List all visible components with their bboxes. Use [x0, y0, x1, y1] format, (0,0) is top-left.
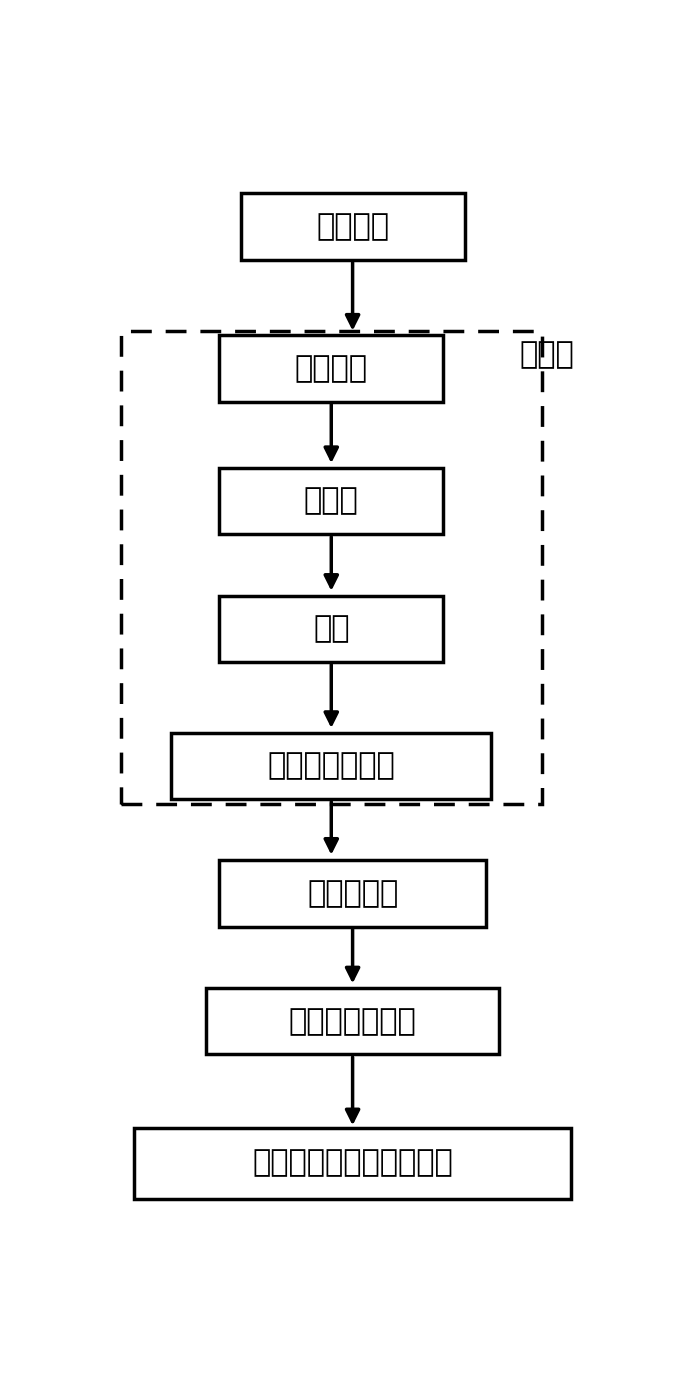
Text: 中值滤波: 中值滤波 — [294, 354, 368, 383]
Text: 二值化: 二值化 — [304, 487, 358, 516]
Text: 获得焊缝特征点图像坐标: 获得焊缝特征点图像坐标 — [252, 1149, 453, 1178]
Text: 直线拟合求交点: 直线拟合求交点 — [289, 1007, 416, 1036]
Bar — [171, 732, 491, 799]
Text: 预处理: 预处理 — [520, 340, 574, 369]
Bar — [241, 194, 464, 260]
Bar — [120, 330, 542, 804]
Bar — [134, 1128, 571, 1198]
Text: 细化: 细化 — [313, 614, 350, 643]
Bar — [219, 336, 443, 402]
Bar — [219, 468, 443, 534]
Text: 图像采集: 图像采集 — [316, 212, 389, 241]
Text: 获取最大连通域: 获取最大连通域 — [268, 751, 395, 780]
Bar — [219, 596, 443, 662]
Bar — [206, 988, 499, 1054]
Bar — [219, 860, 486, 926]
Text: 近角点搜索: 近角点搜索 — [307, 879, 398, 908]
